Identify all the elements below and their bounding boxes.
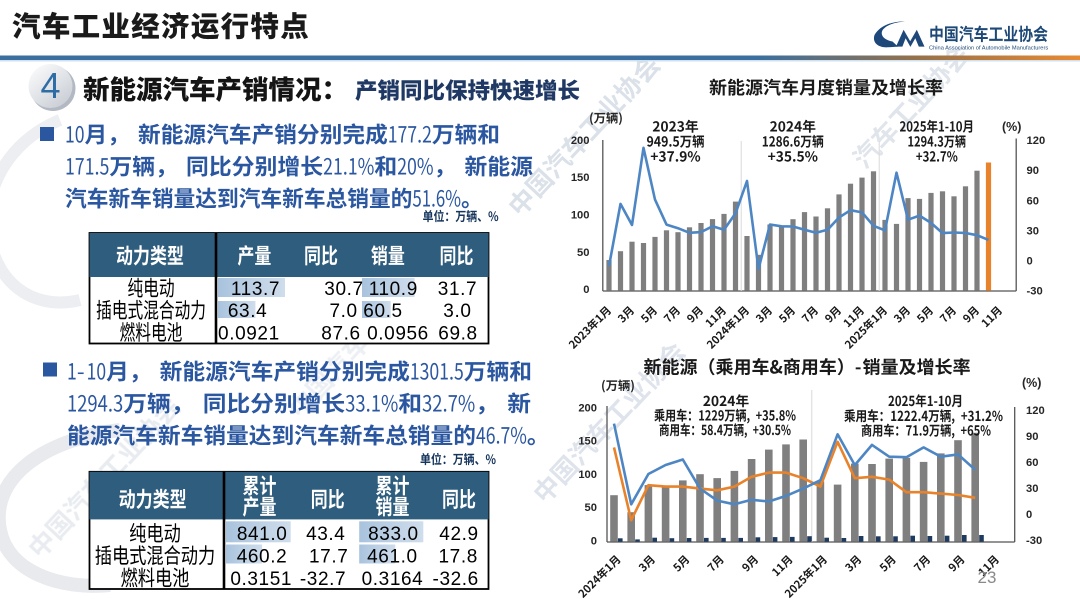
- svg-text:(%): (%): [1002, 120, 1021, 134]
- svg-text:50: 50: [585, 502, 597, 514]
- svg-text:17.8: 17.8: [439, 547, 478, 568]
- svg-text:0: 0: [591, 536, 597, 548]
- svg-text:-30: -30: [1027, 286, 1043, 298]
- svg-text:87.6: 87.6: [321, 323, 360, 344]
- svg-text:110.9: 110.9: [369, 279, 418, 300]
- svg-text:150: 150: [571, 172, 590, 184]
- svg-text:-30: -30: [1026, 535, 1042, 547]
- svg-text:50: 50: [577, 247, 589, 259]
- svg-text:461.0: 461.0: [367, 547, 418, 568]
- svg-text:7.0: 7.0: [329, 301, 357, 322]
- svg-text:0: 0: [583, 284, 589, 296]
- svg-text:69.8: 69.8: [438, 323, 477, 344]
- svg-text:841.0: 841.0: [237, 524, 288, 545]
- svg-text:100: 100: [578, 469, 597, 481]
- svg-text:200: 200: [578, 402, 597, 414]
- svg-text:-32.7: -32.7: [300, 569, 346, 590]
- svg-text:833.0: 833.0: [368, 524, 419, 545]
- svg-text:0.0921: 0.0921: [218, 323, 280, 344]
- svg-text:200: 200: [571, 135, 590, 147]
- svg-text:460.2: 460.2: [237, 547, 288, 568]
- svg-text:30: 30: [1026, 483, 1038, 495]
- svg-text:31.7: 31.7: [438, 279, 477, 300]
- svg-text:-32.6: -32.6: [433, 569, 479, 590]
- svg-text:30.7: 30.7: [324, 279, 363, 300]
- svg-text:100: 100: [571, 210, 590, 222]
- svg-text:(%): (%): [1022, 376, 1041, 390]
- svg-text:China Association of Automobil: China Association of Automobile Manufact…: [929, 46, 1048, 52]
- svg-text:120: 120: [1026, 405, 1045, 417]
- svg-text:63.4: 63.4: [228, 301, 267, 322]
- svg-text:0.3164: 0.3164: [362, 569, 424, 590]
- svg-text:0.0956: 0.0956: [367, 323, 429, 344]
- svg-text:90: 90: [1027, 165, 1039, 177]
- svg-text:43.4: 43.4: [306, 524, 345, 545]
- svg-text:42.9: 42.9: [439, 524, 478, 545]
- svg-text:17.7: 17.7: [309, 547, 348, 568]
- svg-text:0: 0: [1027, 256, 1033, 268]
- svg-text:30: 30: [1027, 225, 1039, 237]
- svg-text:0: 0: [1026, 509, 1032, 521]
- svg-text:60: 60: [1026, 457, 1038, 469]
- svg-text:150: 150: [578, 436, 597, 448]
- svg-text:113.7: 113.7: [231, 279, 280, 300]
- svg-text:90: 90: [1026, 431, 1038, 443]
- svg-text:120: 120: [1027, 135, 1046, 147]
- svg-text:0.3151: 0.3151: [230, 569, 292, 590]
- svg-text:4: 4: [40, 65, 60, 106]
- svg-text:23: 23: [978, 568, 997, 587]
- svg-text:60.5: 60.5: [363, 301, 402, 322]
- svg-text:3.0: 3.0: [443, 301, 471, 322]
- svg-text:60: 60: [1027, 195, 1039, 207]
